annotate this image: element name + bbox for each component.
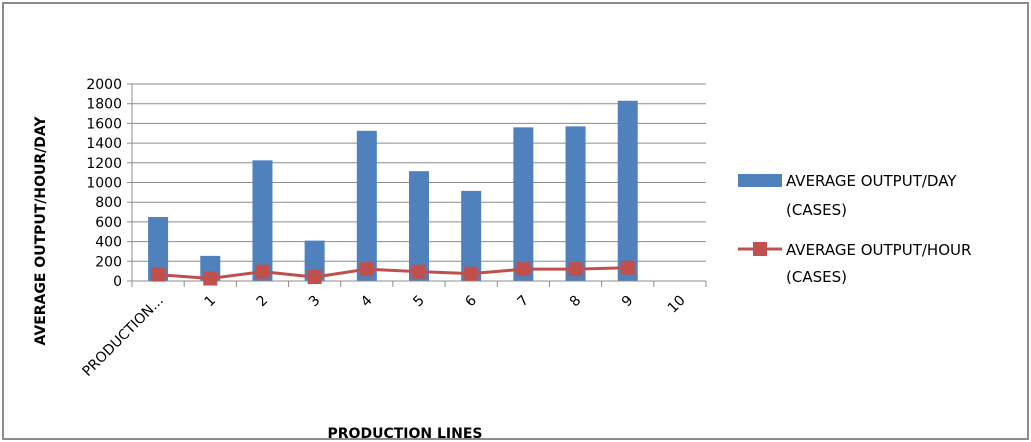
point-hour (255, 264, 270, 279)
y-tick-label: 0 (113, 274, 122, 290)
bar-day (409, 171, 429, 281)
x-tick-label: 9 (619, 293, 637, 311)
bar-day (148, 216, 169, 281)
legend-label-hour-line2: (CASES) (786, 268, 847, 286)
point-hour (620, 260, 635, 275)
y-tick-labels: 0 200 400 600 800 1000 1200 1400 1600 1800 2000 (86, 77, 122, 290)
legend-swatch-day (738, 174, 782, 187)
legend-marker-hour (753, 242, 767, 256)
y-tick-label: 200 (95, 254, 122, 270)
point-hour (307, 270, 322, 285)
point-hour (203, 271, 218, 286)
axes (127, 83, 707, 287)
bar-day (565, 126, 586, 281)
legend: AVERAGE OUTPUT/DAY (CASES) AVERAGE OUTPU… (738, 172, 971, 286)
point-hour (568, 262, 583, 277)
x-tick-label: PRODUCTION... (80, 293, 167, 380)
bars (148, 100, 638, 282)
point-hour (464, 266, 479, 281)
series-line-hour (157, 266, 628, 281)
point-hour (359, 262, 374, 277)
x-tick-label: 7 (515, 293, 533, 311)
y-tick-label: 400 (95, 235, 122, 251)
point-hour (412, 264, 426, 279)
y-tick-label: 800 (95, 195, 122, 211)
x-axis-title: PRODUCTION LINES (328, 426, 483, 442)
x-tick-label: 6 (462, 292, 480, 310)
y-tick-label: 1800 (86, 97, 122, 113)
legend-label-day-line1: AVERAGE OUTPUT/DAY (786, 172, 957, 190)
bar-day (461, 190, 482, 281)
y-tick-label: 1600 (86, 116, 122, 132)
y-tick-label: 1200 (86, 156, 122, 172)
point-hour (151, 267, 166, 282)
y-tick-label: 600 (95, 215, 122, 231)
x-tick-label: 2 (254, 293, 272, 311)
y-tick-label: 2000 (86, 77, 122, 93)
x-tick-label: 4 (358, 292, 376, 310)
x-tick-label: 8 (567, 293, 585, 311)
point-hour (516, 262, 531, 277)
y-axis-title: AVERAGE OUTPUT/HOUR/DAY (33, 116, 49, 346)
y-tick-label: 1400 (86, 136, 122, 152)
x-tick-label: 1 (201, 293, 219, 311)
legend-label-hour-line1: AVERAGE OUTPUT/HOUR (786, 241, 971, 259)
bar-day (252, 160, 273, 281)
legend-label-day-line2: (CASES) (786, 201, 847, 219)
bar-day (356, 130, 377, 281)
x-tick-labels: PRODUCTION... 1 2 3 4 5 6 7 8 9 10 (80, 292, 689, 379)
x-tick-label: 10 (665, 293, 689, 317)
bar-day (617, 100, 638, 282)
y-tick-label: 1000 (86, 176, 122, 192)
x-tick-label: 3 (306, 293, 324, 311)
hour-series (151, 260, 635, 286)
bar-day (513, 127, 534, 281)
x-tick-label: 5 (410, 293, 428, 311)
